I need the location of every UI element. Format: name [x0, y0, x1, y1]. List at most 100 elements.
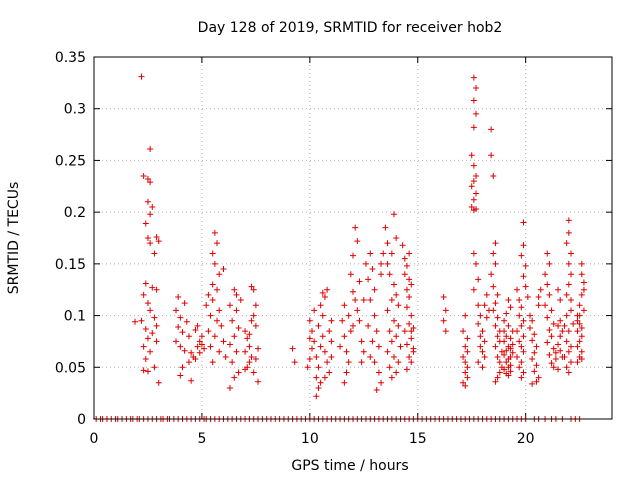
data-point [565, 229, 572, 236]
data-point [462, 343, 469, 350]
data-point [345, 359, 352, 366]
data-point [203, 302, 210, 309]
data-point [473, 172, 480, 179]
data-point [550, 364, 557, 371]
data-point [578, 333, 585, 340]
data-point [559, 328, 566, 335]
data-point [403, 304, 410, 311]
data-point [578, 348, 585, 355]
data-point [147, 307, 154, 314]
data-point [520, 317, 527, 324]
data-point [531, 331, 538, 338]
data-point [516, 312, 523, 319]
data-point [183, 318, 190, 325]
data-point [151, 314, 158, 321]
data-point [209, 281, 216, 288]
data-point [529, 356, 536, 363]
data-point [520, 273, 527, 280]
data-point [522, 283, 529, 290]
data-point [403, 366, 410, 373]
data-point [229, 359, 236, 366]
data-point [470, 178, 477, 185]
data-point [552, 349, 559, 356]
data-point [393, 291, 400, 298]
data-point [477, 312, 484, 319]
data-point [233, 348, 240, 355]
data-point [153, 338, 160, 345]
y-tick-label: 0.35 [55, 50, 86, 66]
data-point [173, 338, 180, 345]
data-point [481, 302, 488, 309]
data-point [475, 276, 482, 283]
data-point [149, 284, 156, 291]
data-point [319, 312, 326, 319]
data-point [319, 333, 326, 340]
data-point [462, 312, 469, 319]
data-point [505, 364, 512, 371]
data-point [248, 283, 255, 290]
data-point [313, 353, 320, 360]
data-point [464, 364, 471, 371]
data-point [233, 307, 240, 314]
data-point [550, 345, 557, 352]
data-point [468, 183, 475, 190]
data-point [492, 378, 499, 385]
data-point [401, 271, 408, 278]
data-point [548, 333, 555, 340]
data-point [388, 374, 395, 381]
data-point [475, 359, 482, 366]
data-point [514, 328, 521, 335]
data-point [464, 374, 471, 381]
data-point [371, 359, 378, 366]
data-point [557, 347, 564, 354]
data-point [501, 351, 508, 358]
data-point [386, 328, 393, 335]
data-point [408, 312, 415, 319]
data-point [481, 353, 488, 360]
data-point [516, 297, 523, 304]
data-point [242, 366, 249, 373]
data-point [563, 291, 570, 298]
data-point [565, 369, 572, 376]
data-point [574, 343, 581, 350]
data-point [401, 255, 408, 262]
data-point [144, 368, 151, 375]
data-point [192, 327, 199, 334]
data-point [526, 324, 533, 331]
data-point [188, 349, 195, 356]
data-point [535, 293, 542, 300]
data-point [356, 317, 363, 324]
data-point [501, 328, 508, 335]
data-point [565, 328, 572, 335]
data-point [185, 359, 192, 366]
data-point [464, 335, 471, 342]
data-point [231, 286, 238, 293]
data-point [514, 286, 521, 293]
data-point [555, 286, 562, 293]
data-point [144, 300, 151, 307]
data-point [341, 379, 348, 386]
data-point [505, 297, 512, 304]
data-point [408, 281, 415, 288]
data-point [214, 317, 221, 324]
data-point [492, 240, 499, 247]
data-point [399, 242, 406, 249]
data-point [496, 369, 503, 376]
data-point [382, 224, 389, 231]
data-point [479, 364, 486, 371]
data-point [153, 286, 160, 293]
data-point [242, 328, 249, 335]
data-point [196, 338, 203, 345]
data-point [147, 240, 154, 247]
data-point [570, 320, 577, 327]
data-point [246, 359, 253, 366]
plot-frame [93, 56, 613, 420]
data-point [362, 260, 369, 267]
data-point [440, 317, 447, 324]
data-point [498, 348, 505, 355]
data-point [580, 286, 587, 293]
data-point [503, 310, 510, 317]
data-point [492, 260, 499, 267]
data-point [360, 348, 367, 355]
data-point [343, 348, 350, 355]
